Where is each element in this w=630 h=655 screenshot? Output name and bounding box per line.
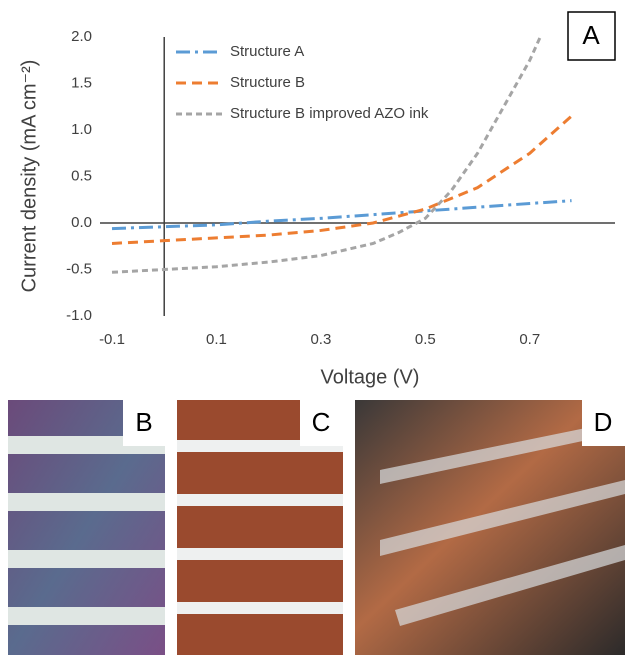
y-tick-label: 1.5 <box>71 74 92 91</box>
panel-label: A <box>582 20 600 50</box>
photo-band <box>380 420 625 626</box>
photo-band <box>8 550 165 568</box>
y-tick-label: 0.0 <box>71 214 92 231</box>
series-line <box>111 36 542 274</box>
chart-a: Voltage (V) Current density (mA cm⁻²) A … <box>18 11 616 388</box>
y-tick-label: -1.0 <box>66 307 92 324</box>
photo-band <box>177 548 343 560</box>
x-tick-label: -0.1 <box>99 331 125 348</box>
panel-label-box <box>582 400 625 446</box>
panel-label-box <box>123 400 165 446</box>
photo-c: C <box>177 400 343 655</box>
y-tick-label: -0.5 <box>66 260 92 277</box>
panel-label: D <box>594 407 613 437</box>
x-tick-label: 0.3 <box>310 331 331 348</box>
y-tick-label: 2.0 <box>71 28 92 45</box>
series-line <box>111 114 573 245</box>
panel-label-box <box>567 11 616 61</box>
photo-d: D <box>355 400 625 655</box>
x-tick-label: 0.5 <box>415 331 436 348</box>
y-tick-label: 0.5 <box>71 167 92 184</box>
photo-b: B <box>8 400 165 655</box>
panel-label: B <box>135 407 152 437</box>
series-line <box>111 199 572 231</box>
y-tick-label: 1.0 <box>71 121 92 138</box>
y-axis-title: Current density (mA cm⁻²) <box>18 60 40 293</box>
x-tick-label: 0.1 <box>206 331 227 348</box>
x-tick-label: 0.7 <box>519 331 540 348</box>
legend-label: Structure B <box>230 74 305 91</box>
photo-band <box>177 602 343 614</box>
panel-label-box <box>300 400 343 446</box>
x-axis-title: Voltage (V) <box>321 366 420 388</box>
photo-band <box>177 494 343 506</box>
panel-label: C <box>312 407 331 437</box>
photo-band <box>8 607 165 625</box>
legend-label: Structure A <box>230 43 304 60</box>
legend-label: Structure B improved AZO ink <box>230 105 429 122</box>
photo-band <box>8 493 165 511</box>
